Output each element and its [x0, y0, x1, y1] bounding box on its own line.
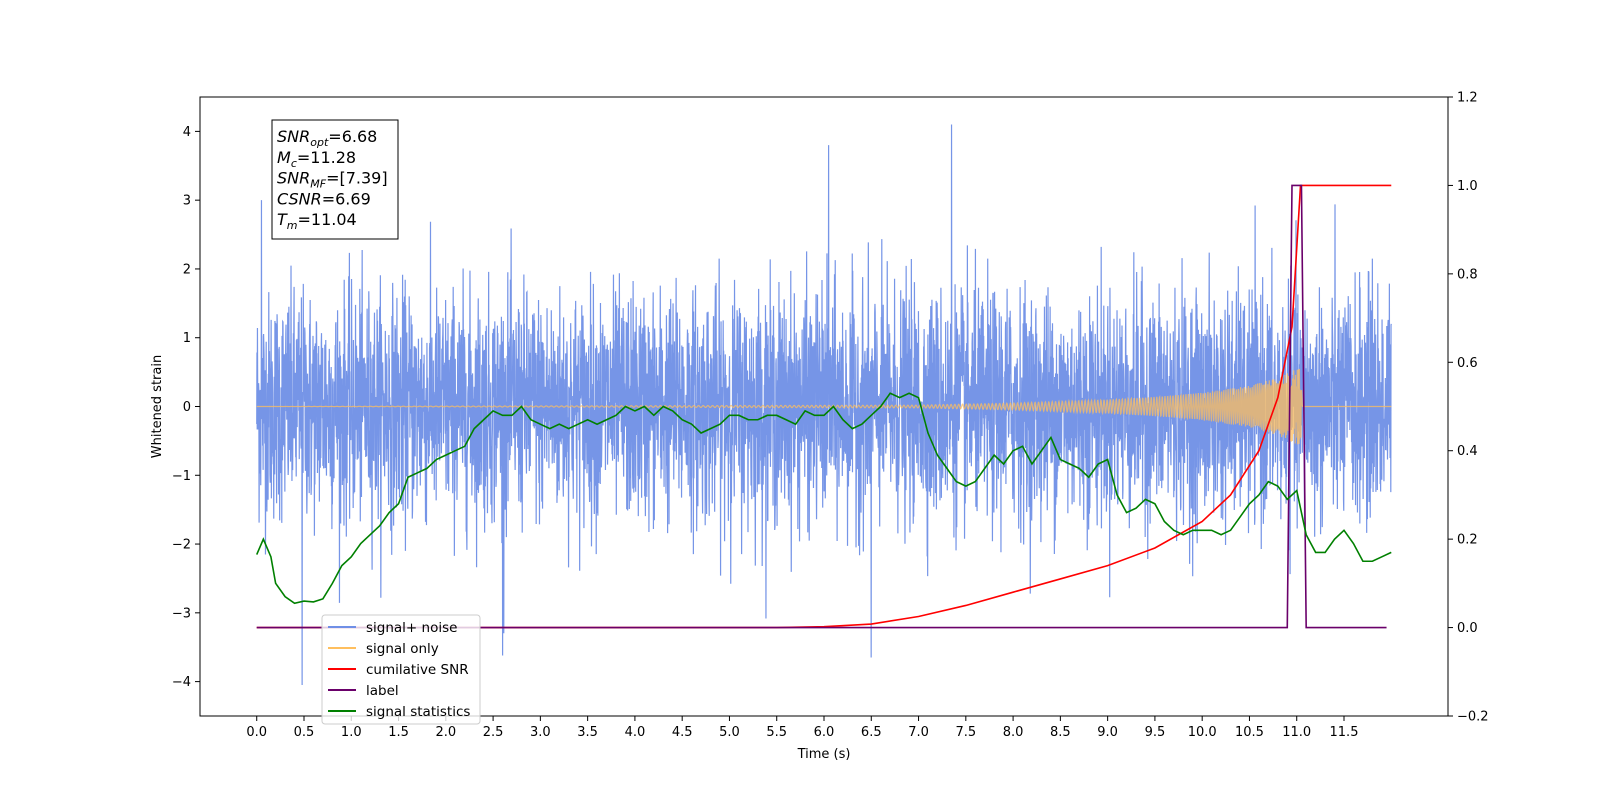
y-tick-label-right: 0.4	[1457, 444, 1478, 459]
plot-area	[255, 124, 1392, 686]
legend-item-label: label	[366, 683, 399, 699]
info-line-value: =6.68	[328, 127, 377, 146]
y-tick-label-left: −4	[172, 675, 191, 690]
info-line-symbol: T	[277, 210, 288, 229]
x-tick-label: 1.0	[341, 725, 362, 740]
x-tick-label: 4.0	[625, 725, 646, 740]
info-line-value: =11.04	[298, 210, 357, 229]
series-label	[256, 184, 1387, 629]
legend-item-label: signal statistics	[366, 704, 470, 720]
series-signal-only	[256, 368, 1392, 445]
x-tick-label: 2.5	[483, 725, 504, 740]
y-tick-label-right: 0.2	[1457, 533, 1478, 548]
legend-frame	[321, 614, 481, 725]
x-tick-label: 4.5	[672, 725, 693, 740]
y-tick-label-left: 2	[183, 262, 191, 277]
x-tick-label: 0.5	[294, 725, 315, 740]
series-signal-statistics	[255, 392, 1392, 605]
axis-ticks: 0.0 0.5 1.0 1.5 2.0 2.5 3.0 3.5 4.0 4.5 5.0 5.5 6.0 6…	[172, 91, 1489, 741]
info-line: Tm=11.04	[277, 210, 357, 232]
x-tick-label: 6.0	[814, 725, 835, 740]
y-tick-label-right: 0.0	[1457, 621, 1478, 636]
y-tick-label-right: 1.0	[1457, 179, 1478, 194]
x-tick-label: 9.5	[1145, 725, 1166, 740]
info-line-symbol: SNR	[277, 127, 310, 146]
y-tick-label-left: −2	[172, 538, 191, 553]
x-axis-label: Time (s)	[797, 747, 851, 762]
info-line-value: =[7.39]	[326, 169, 388, 188]
x-tick-label: 2.0	[435, 725, 456, 740]
x-tick-label: 9.0	[1097, 725, 1118, 740]
x-tick-label: 7.0	[908, 725, 929, 740]
y-tick-label-right: 1.2	[1457, 91, 1478, 106]
x-tick-label: 0.0	[246, 725, 267, 740]
x-tick-label: 11.5	[1330, 725, 1359, 740]
info-line-symbol: SNR	[277, 169, 310, 188]
y-axis-label: Whitened strain	[150, 355, 165, 458]
info-line-subscript: MF	[310, 178, 326, 191]
info-line: Mc=11.28	[277, 148, 356, 170]
y-tick-label-left: 3	[183, 194, 191, 209]
info-line-value: =6.69	[322, 189, 371, 208]
info-line: CSNR=6.69	[277, 189, 371, 208]
info-line: SNRopt=6.68	[277, 127, 377, 149]
y-tick-label-right: −0.2	[1457, 710, 1489, 725]
info-line: SNRMF=[7.39]	[277, 169, 388, 191]
x-tick-label: 11.0	[1282, 725, 1311, 740]
y-tick-label-left: −3	[172, 606, 191, 621]
y-tick-label-right: 0.6	[1457, 356, 1478, 371]
series-signal-noise	[256, 124, 1392, 686]
legend-item-label: signal only	[366, 641, 439, 657]
x-tick-label: 10.0	[1188, 725, 1217, 740]
y-tick-label-left: 0	[183, 400, 191, 415]
x-tick-label: 8.5	[1050, 725, 1071, 740]
y-tick-label-left: −1	[172, 469, 191, 484]
x-tick-label: 10.5	[1235, 725, 1264, 740]
info-line-value: =11.28	[297, 148, 356, 167]
y-tick-label-left: 1	[183, 331, 191, 346]
x-tick-label: 1.5	[388, 725, 409, 740]
x-tick-label: 5.0	[719, 725, 740, 740]
x-tick-label: 7.5	[955, 725, 976, 740]
info-line-subscript: c	[291, 157, 297, 170]
info-line-subscript: opt	[310, 136, 329, 149]
info-line-symbol: CSNR	[277, 189, 322, 208]
x-tick-label: 6.5	[861, 725, 882, 740]
info-annotation-box: SNRopt=6.68Mc=11.28SNRMF=[7.39]CSNR=6.69…	[271, 119, 399, 240]
x-tick-label: 3.5	[577, 725, 598, 740]
info-box-frame	[271, 119, 399, 240]
y-tick-label-left: 4	[183, 125, 191, 140]
info-line-symbol: M	[277, 148, 291, 167]
legend-item-label: cumilative SNR	[366, 662, 469, 678]
info-line-subscript: m	[287, 219, 298, 232]
legend-item-label: signal+ noise	[366, 620, 457, 636]
x-tick-label: 5.5	[766, 725, 787, 740]
legend: signal+ noise signal only cumilative SNR la…	[321, 614, 481, 725]
x-tick-label: 8.0	[1003, 725, 1024, 740]
x-tick-label: 3.0	[530, 725, 551, 740]
y-tick-label-right: 0.8	[1457, 267, 1478, 282]
series-cumulative-snr	[256, 184, 1392, 629]
